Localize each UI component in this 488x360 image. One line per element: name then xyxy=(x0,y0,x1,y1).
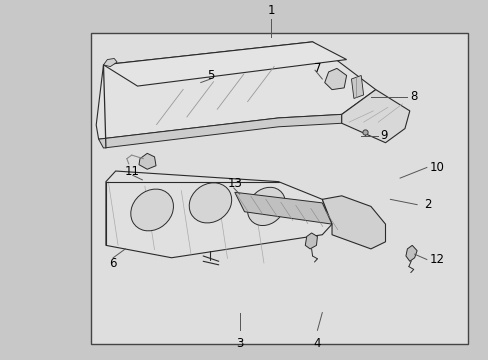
Text: 3: 3 xyxy=(236,337,243,350)
Ellipse shape xyxy=(189,183,231,223)
Text: 12: 12 xyxy=(428,253,444,266)
Text: 11: 11 xyxy=(125,165,140,177)
Text: 1: 1 xyxy=(267,4,274,17)
Text: 6: 6 xyxy=(109,257,117,270)
Text: 8: 8 xyxy=(409,90,416,103)
FancyBboxPatch shape xyxy=(91,33,467,345)
Text: 4: 4 xyxy=(313,337,321,350)
Polygon shape xyxy=(103,58,117,67)
Polygon shape xyxy=(234,192,331,224)
Ellipse shape xyxy=(247,187,285,225)
Polygon shape xyxy=(324,68,346,90)
Polygon shape xyxy=(305,233,317,249)
Text: 5: 5 xyxy=(206,69,214,82)
Polygon shape xyxy=(106,171,331,258)
Ellipse shape xyxy=(130,189,173,231)
Polygon shape xyxy=(103,42,346,86)
Polygon shape xyxy=(96,42,375,139)
Polygon shape xyxy=(322,196,385,249)
Text: 2: 2 xyxy=(424,198,431,211)
Polygon shape xyxy=(99,114,341,148)
Polygon shape xyxy=(139,153,156,169)
Text: 13: 13 xyxy=(227,177,242,190)
Text: 9: 9 xyxy=(380,129,387,142)
Text: 10: 10 xyxy=(428,161,443,174)
Polygon shape xyxy=(351,76,363,99)
Polygon shape xyxy=(405,246,416,261)
Text: 7: 7 xyxy=(313,62,321,75)
Polygon shape xyxy=(341,90,409,143)
